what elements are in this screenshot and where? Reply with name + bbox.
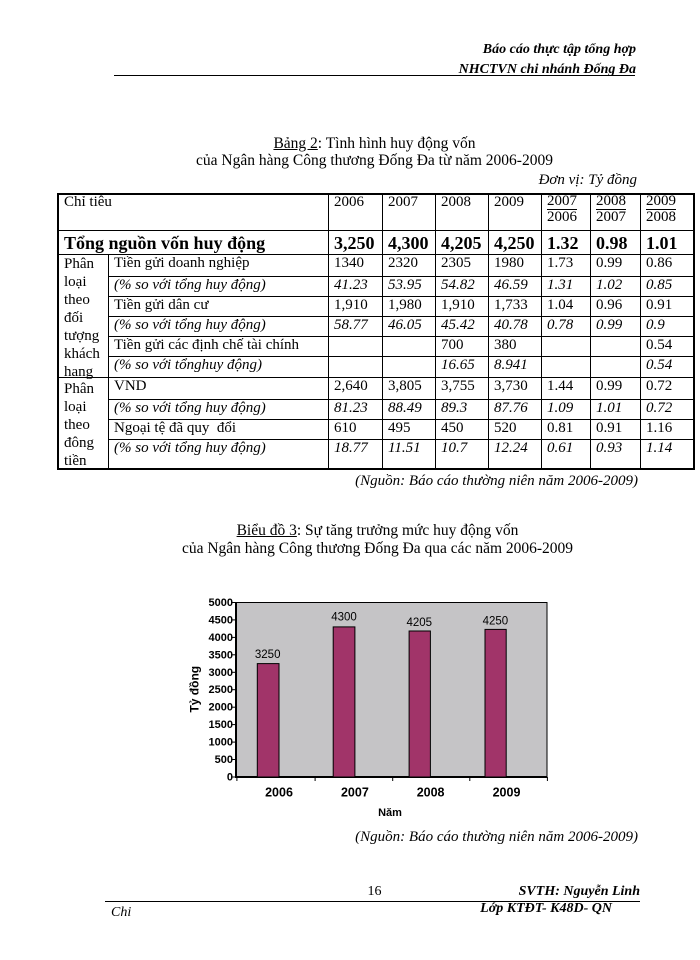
svg-text:1500: 1500 <box>209 719 233 731</box>
svg-text:4500: 4500 <box>209 614 233 626</box>
svg-text:3250: 3250 <box>255 649 281 661</box>
svg-text:2007: 2007 <box>341 786 369 800</box>
svg-text:500: 500 <box>215 754 233 766</box>
svg-text:Tỷ đồng: Tỷ đồng <box>188 666 202 713</box>
svg-text:3000: 3000 <box>209 667 233 679</box>
svg-text:3500: 3500 <box>209 649 233 661</box>
svg-text:2500: 2500 <box>209 684 233 696</box>
svg-text:4205: 4205 <box>407 617 433 629</box>
svg-text:4000: 4000 <box>209 632 233 644</box>
svg-text:2000: 2000 <box>209 702 233 714</box>
svg-text:0: 0 <box>227 771 233 783</box>
svg-text:2006: 2006 <box>265 786 293 800</box>
svg-text:4300: 4300 <box>331 612 357 624</box>
svg-text:Năm: Năm <box>378 807 402 819</box>
svg-text:5000: 5000 <box>209 597 233 609</box>
svg-text:1000: 1000 <box>209 737 233 749</box>
svg-text:2009: 2009 <box>493 786 521 800</box>
svg-text:2008: 2008 <box>417 786 445 800</box>
svg-text:4250: 4250 <box>483 616 509 628</box>
